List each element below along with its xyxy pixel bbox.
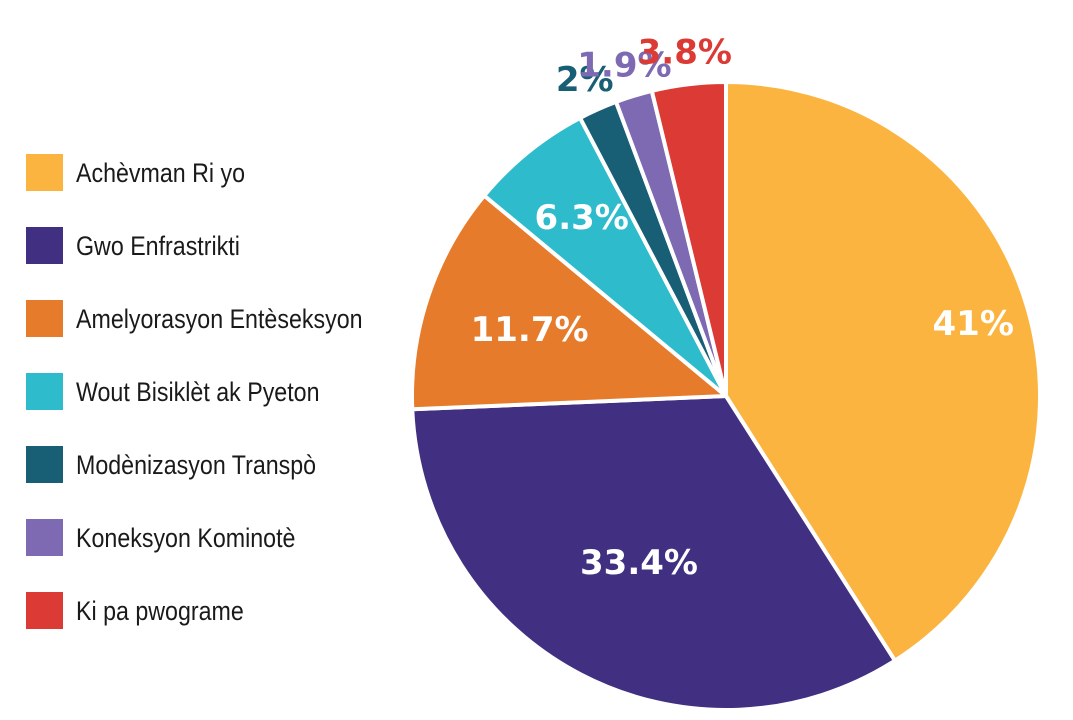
legend-item-5: Modènizasyon Transpò [26, 444, 406, 483]
legend-item-6: Koneksyon Kominotè [26, 517, 406, 556]
legend-swatch [26, 300, 63, 337]
legend-item-4: Wout Bisiklèt ak Pyeton [26, 371, 406, 410]
slice-value-label-4: 6.3% [535, 198, 629, 238]
legend-swatch [26, 592, 63, 629]
slice-value-label-2: 33.4% [580, 543, 698, 583]
legend-label: Ki pa pwograme [76, 596, 244, 626]
legend-swatch [26, 227, 63, 264]
legend-label: Modènizasyon Transpò [76, 450, 317, 480]
legend-swatch [26, 519, 63, 556]
pie-slice-4 [482, 115, 728, 398]
legend-label: Wout Bisiklèt ak Pyeton [76, 377, 320, 407]
legend-item-7: Ki pa pwograme [26, 590, 406, 629]
legend-item-2: Gwo Enfrastrikti [26, 225, 406, 264]
slice-value-label-7: 3.8% [638, 33, 732, 73]
legend: Achèvman Ri yo Gwo Enfrastrikti Amelyorasy… [26, 152, 406, 663]
legend-swatch [26, 446, 63, 483]
legend-label: Achèvman Ri yo [76, 158, 246, 188]
slice-value-label-1: 41% [933, 304, 1014, 344]
slice-value-label-5: 2% [556, 60, 614, 100]
slice-value-label-3: 11.7% [471, 310, 589, 350]
pie-slice-2 [410, 394, 897, 712]
legend-label: Amelyorasyon Entèseksyon [76, 304, 363, 334]
legend-swatch [26, 373, 63, 410]
pie-slice-7 [649, 80, 728, 398]
legend-item-3: Amelyorasyon Entèseksyon [26, 298, 406, 337]
legend-label: Gwo Enfrastrikti [76, 231, 240, 261]
legend-swatch [26, 154, 63, 191]
legend-label: Koneksyon Kominotè [76, 523, 296, 553]
slice-value-label-6: 1.9% [577, 45, 671, 85]
pie-slice-3 [410, 193, 728, 412]
legend-item-1: Achèvman Ri yo [26, 152, 406, 191]
